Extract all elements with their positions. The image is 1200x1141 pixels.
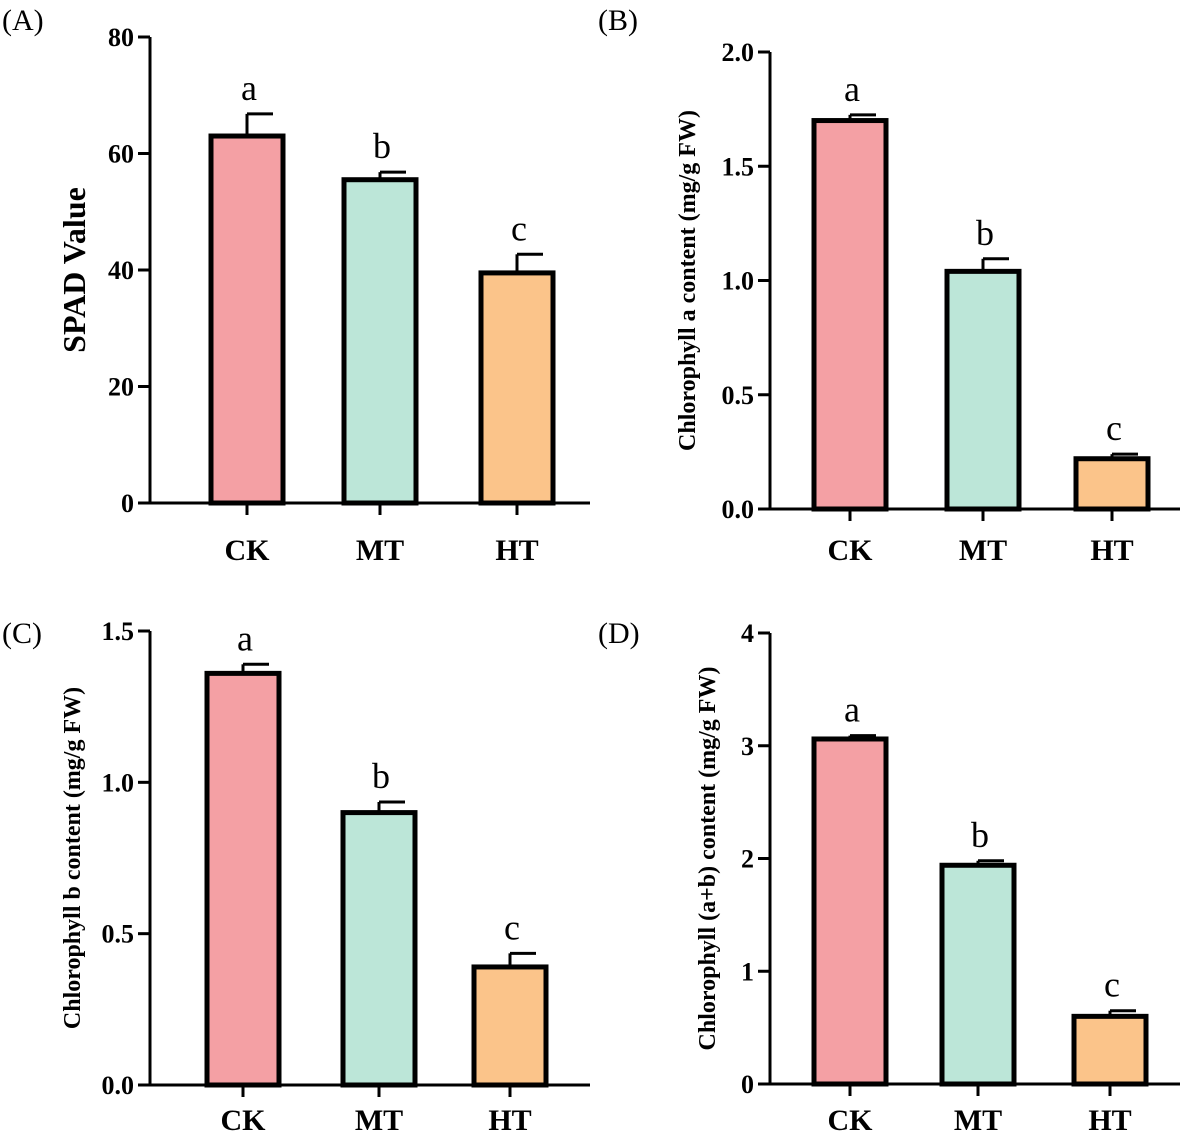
- bar-mt: [341, 177, 419, 506]
- y-tick-label: 0.0: [722, 495, 755, 524]
- x-tick-label: HT: [1088, 1104, 1131, 1137]
- panel-a: (A) 0 20 40 60 80 SPAD Value a CK b MT c HT: [2, 4, 590, 567]
- y-tick-label: 40: [108, 256, 134, 285]
- significance-label: c: [1104, 965, 1120, 1005]
- bar-mt: [340, 810, 418, 1088]
- y-tick-label: 2: [741, 845, 754, 874]
- y-tick-label: 1: [741, 957, 754, 986]
- y-tick-label: 60: [108, 140, 134, 169]
- y-tick-label: 0.5: [722, 381, 755, 410]
- significance-label: c: [504, 907, 520, 947]
- x-tick-label: MT: [355, 1104, 403, 1137]
- y-tick-label: 0.0: [102, 1071, 135, 1100]
- panel-label: (B): [598, 4, 638, 37]
- bar-ht: [1073, 456, 1151, 512]
- significance-label: b: [971, 815, 989, 855]
- x-tick-label: CK: [225, 534, 271, 567]
- significance-label: a: [237, 618, 253, 658]
- significance-label: a: [844, 69, 860, 109]
- y-tick-label: 0: [741, 1070, 754, 1099]
- y-axis-label: Chlorophyll b content (mg/g FW): [60, 687, 86, 1029]
- x-tick-label: HT: [1090, 534, 1133, 567]
- y-tick-label: 2.0: [722, 38, 755, 67]
- y-tick-label: 80: [108, 23, 134, 52]
- significance-label: b: [372, 756, 390, 796]
- y-axis-label: SPAD Value: [56, 187, 92, 353]
- bar-ht: [471, 964, 549, 1088]
- x-tick-label: MT: [959, 534, 1007, 567]
- x-tick-label: CK: [828, 534, 874, 567]
- y-tick-label: 4: [741, 619, 754, 648]
- panel-label: (D): [598, 617, 640, 650]
- x-tick-label: HT: [495, 534, 538, 567]
- x-tick-label: MT: [356, 534, 404, 567]
- x-tick-label: CK: [828, 1104, 874, 1137]
- x-tick-label: CK: [221, 1104, 267, 1137]
- y-tick-label: 3: [741, 732, 754, 761]
- significance-label: b: [976, 213, 994, 253]
- y-tick-label: 1.5: [102, 617, 135, 646]
- x-tick-label: MT: [954, 1104, 1002, 1137]
- significance-label: a: [844, 690, 860, 730]
- significance-label: c: [511, 208, 527, 248]
- y-axis-label: Chlorophyll (a+b) content (mg/g FW): [695, 667, 721, 1051]
- y-tick-label: 1.0: [722, 267, 755, 296]
- bar-ck: [811, 736, 889, 1087]
- y-axis-label: Chlorophyll a content (mg/g FW): [675, 110, 701, 451]
- y-tick-label: 1.0: [102, 768, 135, 797]
- significance-label: a: [241, 68, 257, 108]
- y-tick-label: 1.5: [722, 152, 755, 181]
- y-tick-label: 20: [108, 373, 134, 402]
- panel-b: (B) 0.0 0.5 1.0 1.5 2.0 Chlorophyll a content …: [598, 4, 1180, 567]
- panel-label: (C): [2, 617, 42, 650]
- bar-mt: [944, 268, 1022, 512]
- bar-ck: [811, 118, 889, 512]
- y-tick-label: 0.5: [102, 920, 135, 949]
- bar-ht: [1071, 1013, 1149, 1087]
- significance-label: b: [373, 126, 391, 166]
- panel-d: (D) 0 1 2 3 4 Chlorophyll (a+b) content (mg/g …: [598, 617, 1180, 1137]
- panel-c: (C) 0.0 0.5 1.0 1.5 Chlorophyll b content (mg…: [2, 617, 590, 1137]
- bar-ck: [204, 670, 282, 1088]
- panel-label: (A): [2, 4, 44, 37]
- y-tick-label: 0: [121, 489, 134, 518]
- significance-label: c: [1106, 408, 1122, 448]
- x-tick-label: HT: [488, 1104, 531, 1137]
- bar-mt: [939, 862, 1017, 1087]
- bar-ck: [208, 133, 286, 506]
- bar-ht: [478, 270, 556, 506]
